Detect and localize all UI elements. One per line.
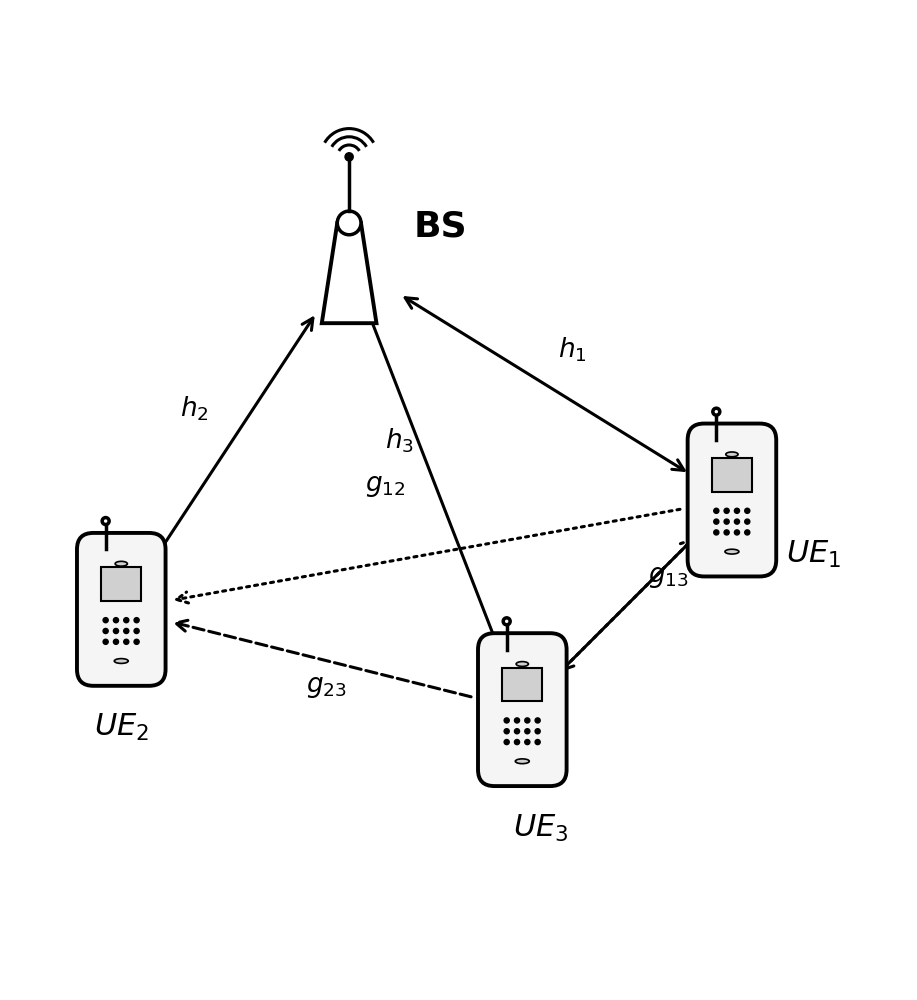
FancyBboxPatch shape xyxy=(688,424,776,576)
Circle shape xyxy=(103,618,108,623)
Circle shape xyxy=(735,519,739,524)
Circle shape xyxy=(504,739,509,745)
Circle shape xyxy=(713,530,719,535)
Circle shape xyxy=(724,519,729,524)
Circle shape xyxy=(514,739,520,745)
FancyArrowPatch shape xyxy=(176,620,471,697)
Circle shape xyxy=(724,530,729,535)
Circle shape xyxy=(134,628,139,634)
Circle shape xyxy=(124,639,129,644)
FancyArrowPatch shape xyxy=(152,318,313,562)
Circle shape xyxy=(735,508,739,513)
Circle shape xyxy=(134,618,139,623)
Circle shape xyxy=(536,729,540,734)
Text: $UE_2$: $UE_2$ xyxy=(94,712,149,743)
Circle shape xyxy=(345,153,353,161)
Bar xyxy=(101,567,141,601)
Circle shape xyxy=(536,718,540,723)
Circle shape xyxy=(745,519,750,524)
Circle shape xyxy=(114,628,118,634)
Circle shape xyxy=(525,729,530,734)
FancyArrowPatch shape xyxy=(559,540,692,672)
Text: $h_1$: $h_1$ xyxy=(558,335,587,364)
Circle shape xyxy=(735,530,739,535)
Ellipse shape xyxy=(516,662,528,666)
Text: $h_2$: $h_2$ xyxy=(180,395,208,423)
Ellipse shape xyxy=(115,659,128,663)
Circle shape xyxy=(503,618,510,625)
Text: $UE_1$: $UE_1$ xyxy=(787,539,842,570)
FancyArrowPatch shape xyxy=(405,298,684,470)
Circle shape xyxy=(134,639,139,644)
Circle shape xyxy=(124,618,129,623)
Bar xyxy=(503,668,542,701)
FancyArrowPatch shape xyxy=(562,537,694,670)
Circle shape xyxy=(514,718,520,723)
Text: $g_{12}$: $g_{12}$ xyxy=(365,473,406,499)
Text: BS: BS xyxy=(414,210,467,244)
FancyArrowPatch shape xyxy=(371,321,503,657)
Circle shape xyxy=(525,718,530,723)
Circle shape xyxy=(114,618,118,623)
Text: $h_3$: $h_3$ xyxy=(385,427,414,455)
Polygon shape xyxy=(322,223,377,323)
FancyArrowPatch shape xyxy=(177,509,680,603)
Text: $UE_3$: $UE_3$ xyxy=(513,813,569,844)
Circle shape xyxy=(724,508,729,513)
Circle shape xyxy=(713,408,720,415)
Circle shape xyxy=(713,508,719,513)
Circle shape xyxy=(525,739,530,745)
Ellipse shape xyxy=(515,759,529,764)
Bar xyxy=(712,458,752,492)
Ellipse shape xyxy=(725,549,739,554)
Ellipse shape xyxy=(116,561,127,566)
Circle shape xyxy=(504,718,509,723)
Circle shape xyxy=(102,518,109,525)
Circle shape xyxy=(337,211,361,235)
Circle shape xyxy=(514,729,520,734)
Circle shape xyxy=(103,639,108,644)
Circle shape xyxy=(745,508,750,513)
Circle shape xyxy=(114,639,118,644)
FancyBboxPatch shape xyxy=(77,533,166,686)
Text: $g_{23}$: $g_{23}$ xyxy=(306,674,347,700)
Circle shape xyxy=(536,739,540,745)
Circle shape xyxy=(713,519,719,524)
Circle shape xyxy=(504,729,509,734)
FancyBboxPatch shape xyxy=(478,633,567,786)
Text: $g_{13}$: $g_{13}$ xyxy=(647,564,689,590)
Circle shape xyxy=(124,628,129,634)
Ellipse shape xyxy=(725,452,738,457)
Circle shape xyxy=(745,530,750,535)
Circle shape xyxy=(103,628,108,634)
